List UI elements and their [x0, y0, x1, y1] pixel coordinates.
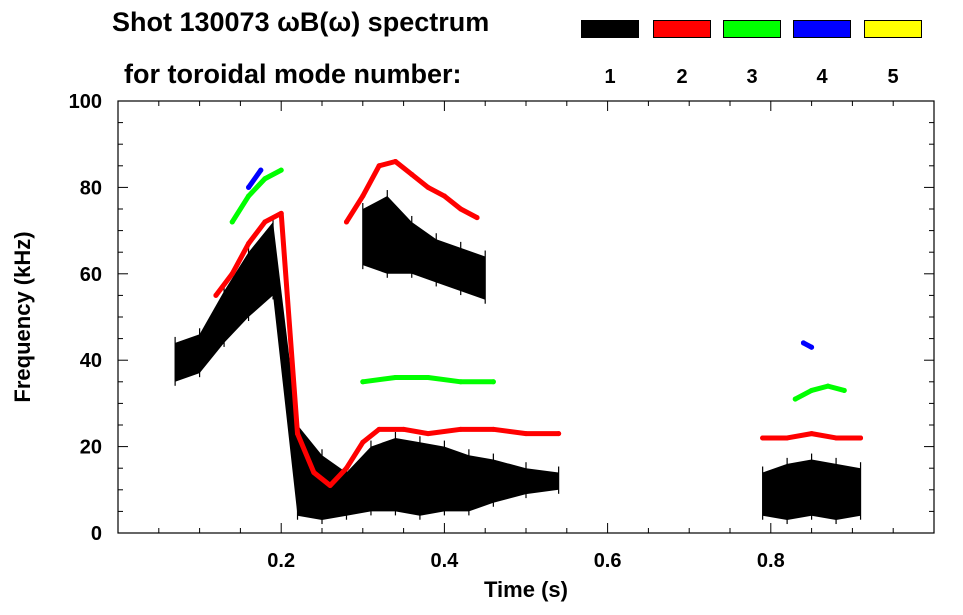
series-point-n-2-13 [458, 426, 464, 432]
series-line-n-3 [229, 167, 284, 225]
series-point-n-3-mid-0 [360, 379, 366, 385]
x-tick-label: 0.4 [430, 550, 459, 572]
series-point-n-3-0 [229, 219, 235, 225]
series-band-n-1 [175, 221, 559, 521]
series-point-n-2-4 [278, 210, 284, 216]
series-point-n-3-1 [246, 193, 252, 199]
axis-ticks: 0.2 0.4 0.6 0.8 0 20 40 60 80 100 [69, 91, 934, 572]
series-band-n-1-upper [362, 196, 486, 300]
series-line-n-3-late [792, 383, 847, 402]
series-point-n-2-7 [327, 482, 333, 488]
series-point-n-3-mid-1 [392, 374, 398, 380]
series-point-n-2-16 [556, 431, 562, 437]
series-point-n-3-mid-2 [425, 374, 431, 380]
series-point-n-2-upper-8 [474, 215, 480, 221]
series-point-n-2-late-1 [784, 435, 790, 441]
series-point-n-2-14 [490, 426, 496, 432]
series-point-n-2-upper-5 [425, 184, 431, 190]
series-point-n-2-upper-4 [409, 171, 415, 177]
x-tick-label: 0.2 [267, 550, 295, 572]
series-point-n-2-late-4 [858, 435, 864, 441]
series-point-n-2-10 [376, 426, 382, 432]
series-point-n-2-3 [262, 219, 268, 225]
series-point-n-2-0 [213, 292, 219, 298]
series-point-n-2-9 [360, 439, 366, 445]
legend-swatch-mode-5 [864, 20, 922, 38]
series-point-n-2-upper-0 [343, 219, 349, 225]
series-point-n-2-upper-3 [392, 158, 398, 164]
y-tick-label: 60 [80, 264, 102, 286]
series-point-n-3-late-0 [792, 396, 798, 402]
series-point-n-3-2 [262, 176, 268, 182]
series-point-n-2-late-3 [833, 435, 839, 441]
series-point-n-2-upper-7 [458, 206, 464, 212]
series-point-n-2-15 [523, 431, 529, 437]
series-point-n-4-late-0 [800, 340, 806, 346]
legend-mode-5: 5 [887, 66, 899, 88]
series-point-n-3-3 [278, 167, 284, 173]
series-line-n-4 [246, 167, 264, 190]
series-point-n-2-11 [401, 426, 407, 432]
y-tick-label: 80 [80, 177, 102, 199]
series-point-n-2-2 [246, 241, 252, 247]
series-point-n-3-mid-4 [490, 379, 496, 385]
x-axis-label: Time (s) [484, 577, 568, 602]
y-tick-label: 100 [69, 91, 102, 113]
series-point-n-3-late-1 [809, 387, 815, 393]
series-point-n-4-1 [258, 167, 264, 173]
series-point-n-2-5 [295, 431, 301, 437]
series-point-n-3-late-2 [825, 383, 831, 389]
legend-swatch-mode-4 [793, 20, 851, 38]
series-point-n-3-mid-3 [458, 379, 464, 385]
y-tick-label: 20 [80, 437, 102, 459]
y-axis-label: Frequency (kHz) [10, 231, 35, 402]
plot-marks [174, 158, 864, 525]
y-tick-label: 40 [80, 350, 102, 372]
x-tick-label: 0.8 [757, 550, 785, 572]
legend-swatch-mode-1 [581, 20, 639, 38]
series-point-n-2-1 [229, 271, 235, 277]
legend-swatch-mode-3 [723, 20, 781, 38]
series-point-n-2-upper-2 [376, 163, 382, 169]
legend-mode-3: 3 [746, 66, 758, 88]
legend-swatch-mode-2 [653, 20, 711, 38]
series-point-n-4-0 [246, 184, 252, 190]
legend-mode-4: 4 [816, 66, 828, 88]
series-point-n-2-6 [311, 470, 317, 476]
x-tick-label: 0.6 [594, 550, 622, 572]
series-point-n-2-late-2 [809, 431, 815, 437]
y-tick-label: 0 [91, 523, 102, 545]
series-point-n-2-upper-6 [441, 193, 447, 199]
series-point-n-2-upper-1 [360, 193, 366, 199]
title-line-2: for toroidal mode number: [124, 59, 462, 89]
legend-mode-1: 1 [604, 66, 616, 88]
title-line-1: Shot 130073 ωB(ω) spectrum [112, 7, 490, 37]
series-point-n-4-late-1 [809, 344, 815, 350]
series-point-n-2-12 [425, 431, 431, 437]
series-point-n-2-late-0 [760, 435, 766, 441]
series-point-n-2-8 [343, 465, 349, 471]
legend-mode-2: 2 [676, 66, 688, 88]
series-point-n-3-late-3 [841, 387, 847, 393]
